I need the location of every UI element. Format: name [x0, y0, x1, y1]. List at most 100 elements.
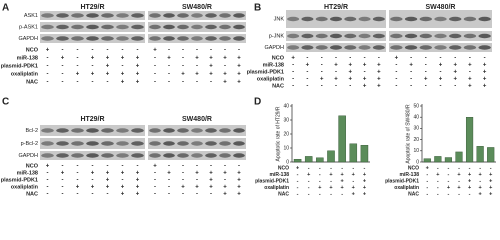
blot-band	[358, 16, 371, 22]
y-tick-label: 10	[413, 148, 419, 154]
treatment-sign: -	[210, 164, 212, 170]
blot-band	[419, 45, 432, 50]
blot-band	[478, 16, 491, 22]
treatment-sign: +	[136, 64, 140, 70]
treatment-sign: +	[106, 178, 110, 184]
treatment-sign: -	[349, 84, 351, 90]
blot-band	[372, 33, 385, 39]
blot-band	[205, 13, 217, 18]
treatment-sign: +	[195, 171, 199, 177]
treatment-sign: +	[136, 178, 140, 184]
treatment-sign: -	[47, 72, 49, 78]
figure: A B C D HT29/R+ - - - - - -- + - + + + +- - - - + - +- - + + +…	[1, 3, 496, 198]
blot-label: GAPDH	[18, 153, 38, 159]
treatment-sign: -	[341, 165, 343, 171]
blot-band	[163, 13, 175, 18]
blot-band	[404, 45, 418, 50]
treatment-label: NAC	[26, 191, 38, 197]
treatment-sign: -	[196, 64, 198, 70]
treatment-label: NCO	[26, 47, 39, 53]
blot-band	[86, 141, 99, 146]
blot-band	[56, 13, 69, 18]
treatment-sign: -	[335, 56, 337, 62]
treatment-label: plasmid-PDK1	[385, 178, 419, 184]
treatment-sign: +	[377, 84, 381, 90]
blot-band	[419, 33, 432, 39]
treatment-sign: +	[424, 77, 428, 83]
treatment-sign: -	[182, 192, 184, 198]
blot-band	[463, 33, 477, 39]
bar	[293, 158, 302, 163]
treatment-sign: +	[489, 191, 492, 197]
treatment-label: NCO	[408, 165, 419, 171]
treatment-sign: +	[483, 84, 487, 90]
treatment-sign: -	[410, 84, 412, 90]
treatment-sign: +	[363, 185, 366, 191]
treatment-sign: -	[182, 80, 184, 86]
treatment-sign: +	[489, 172, 492, 178]
blot-band	[358, 33, 371, 39]
treatment-sign: +	[136, 185, 140, 191]
treatment-sign: -	[196, 178, 198, 184]
treatment-label: oxaliplatin	[257, 76, 285, 82]
blot-band	[191, 153, 203, 158]
treatment-sign: -	[77, 164, 79, 170]
treatment-sign: -	[425, 63, 427, 69]
treatment-sign: -	[238, 48, 240, 54]
treatment-sign: +	[209, 171, 213, 177]
bar	[444, 157, 453, 163]
treatment-sign: +	[237, 64, 241, 70]
blot-band	[301, 33, 314, 39]
treatment-label: plasmid-PDK1	[1, 177, 38, 183]
treatment-sign: -	[378, 56, 380, 62]
blot-band	[116, 13, 129, 18]
treatment-sign: -	[306, 56, 308, 62]
blot-band	[56, 141, 69, 146]
treatment-sign: -	[122, 164, 124, 170]
blot-band	[463, 45, 477, 50]
treatment-sign: +	[468, 84, 472, 90]
blot-band	[233, 153, 245, 158]
treatment-sign: -	[395, 63, 397, 69]
treatment-sign: -	[319, 178, 321, 184]
treatment-sign: -	[182, 164, 184, 170]
blot-band	[163, 24, 175, 30]
treatment-sign: -	[137, 48, 139, 54]
treatment-sign: +	[223, 192, 227, 198]
blot-band	[71, 141, 84, 146]
treatment-sign: -	[319, 172, 321, 178]
y-axis-label: Apoptotic rate of SW480/R	[405, 104, 411, 164]
treatment-sign: -	[454, 84, 456, 90]
treatment-sign: -	[330, 165, 332, 171]
treatment-sign: +	[237, 192, 241, 198]
blot-band	[390, 33, 403, 39]
treatment-sign: +	[409, 63, 413, 69]
treatment-sign: +	[136, 56, 140, 62]
treatment-sign: +	[468, 77, 472, 83]
treatment-sign: +	[483, 63, 487, 69]
blot-band	[233, 128, 245, 133]
blot-band	[191, 13, 203, 18]
treatment-sign: -	[62, 192, 64, 198]
blot-band	[233, 13, 245, 18]
treatment-sign: -	[321, 63, 323, 69]
treatment-sign: -	[238, 164, 240, 170]
treatment-sign: +	[349, 70, 353, 76]
bar	[360, 144, 369, 163]
treatment-sign: -	[335, 70, 337, 76]
treatment-sign: +	[91, 72, 95, 78]
treatment-sign: -	[306, 70, 308, 76]
blot-band	[233, 24, 245, 30]
blot-band	[56, 153, 69, 158]
blot-band	[101, 24, 114, 30]
treatment-sign: -	[448, 178, 450, 184]
treatment-sign: +	[223, 171, 227, 177]
treatment-sign: -	[154, 178, 156, 184]
treatment-sign: +	[329, 172, 332, 178]
blot-band	[177, 141, 189, 146]
blot-band	[131, 24, 144, 30]
treatment-sign: -	[437, 178, 439, 184]
blot-band	[301, 45, 314, 50]
blot-band	[344, 16, 357, 22]
blot-band	[330, 45, 342, 50]
